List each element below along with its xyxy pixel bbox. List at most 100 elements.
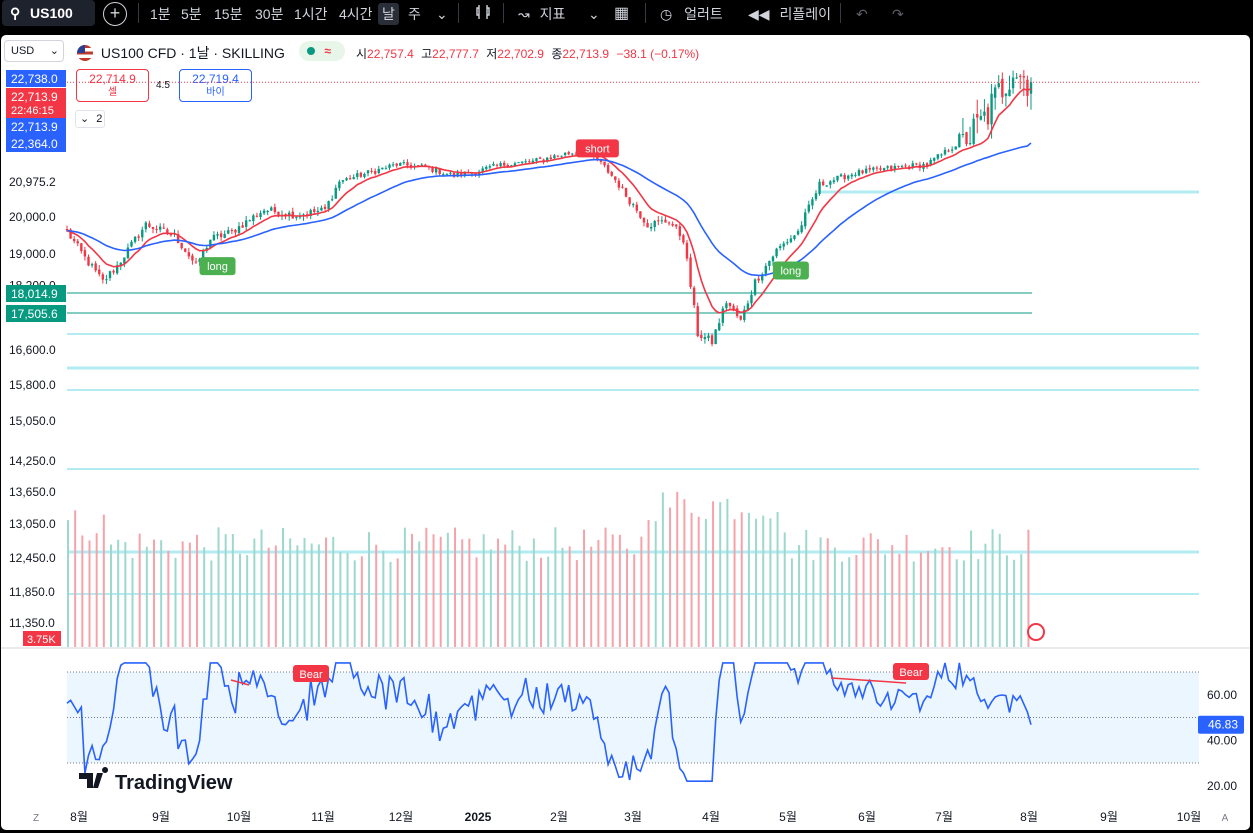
volume-bar <box>160 540 163 647</box>
candle-body <box>804 212 807 227</box>
interval-0[interactable]: 1분 <box>150 6 171 22</box>
price-axis-label: 13,050.0 <box>9 517 56 531</box>
indicators-button[interactable]: ↝ 지표 <box>514 3 569 25</box>
candle-body <box>761 274 764 281</box>
interval-1[interactable]: 5분 <box>181 6 202 22</box>
volume-bar <box>812 560 815 647</box>
candle-body <box>223 233 226 238</box>
candle-body <box>639 211 642 218</box>
candle-body <box>399 162 402 166</box>
buy-button[interactable]: 22,719.4 바이 <box>179 69 252 102</box>
us-flag-icon <box>77 45 93 61</box>
candle-body <box>700 334 703 338</box>
undo-icon[interactable]: ↶ <box>856 6 868 22</box>
candle-body <box>904 165 907 167</box>
volume-bar <box>511 530 514 647</box>
price-axis-label: 14,250.0 <box>9 454 56 468</box>
price-chart[interactable]: long short long Bear Bear 60.00 40.00 20.00 46.8… <box>1 35 1251 831</box>
indicators-dropdown-icon[interactable]: ⌄ <box>588 6 600 22</box>
candle-body <box>900 166 904 168</box>
volume-bar <box>747 512 750 647</box>
interval-6[interactable]: 날 <box>378 3 399 25</box>
candle-body <box>897 165 900 167</box>
candle-body <box>194 261 198 263</box>
rsi-line <box>66 662 1032 782</box>
volume-bar <box>762 515 765 647</box>
volume-bar <box>203 547 206 647</box>
volume-bar <box>984 543 987 647</box>
alert-button[interactable]: ◷ 얼러트 <box>656 3 727 25</box>
candle-body <box>635 204 638 211</box>
candle-body <box>771 256 775 262</box>
candle-body <box>65 229 69 231</box>
candle-body <box>542 159 545 162</box>
volume-bar <box>332 536 335 647</box>
volume-bar <box>626 548 629 647</box>
candle-body <box>359 172 363 177</box>
volume-bar <box>368 532 371 647</box>
candle-body <box>911 163 914 168</box>
time-axis-label: 6월 <box>858 810 876 824</box>
candle-body <box>721 308 725 323</box>
signal-label-bg <box>575 139 619 158</box>
candle-body <box>610 171 613 176</box>
add-symbol-button[interactable]: + <box>103 2 127 26</box>
interval-5[interactable]: 4시간 <box>339 6 373 22</box>
candle-body <box>83 250 87 257</box>
candle-body <box>649 226 653 229</box>
candle-body <box>434 167 438 173</box>
volume-bar <box>346 552 349 647</box>
time-axis-label: 4월 <box>702 810 720 824</box>
interval-4[interactable]: 1시간 <box>294 6 328 22</box>
candle-body <box>825 185 828 187</box>
candle-body <box>657 220 660 222</box>
volume-bar <box>81 535 84 647</box>
candles <box>65 70 1033 347</box>
collapse-indicators-button[interactable]: ⌄ 2 <box>75 110 105 128</box>
candle-body <box>875 167 879 169</box>
volume-bar <box>1005 555 1008 647</box>
bear-divergence-line <box>830 677 907 684</box>
candle-body <box>169 234 173 236</box>
auto-scale-button[interactable]: A <box>1222 813 1229 824</box>
candle-body <box>628 197 631 205</box>
layout-grid-icon[interactable]: ▦ <box>614 5 630 22</box>
ohlc-readout: 시22,757.4 고22,777.7 저22,702.9 종22,713.9 … <box>356 45 699 62</box>
volume-bar <box>891 545 894 647</box>
interval-2[interactable]: 15분 <box>214 6 243 22</box>
price-axis-label: 13,650.0 <box>9 485 56 499</box>
candle-body <box>868 167 871 170</box>
candle-type-icon[interactable] <box>470 3 496 25</box>
economic-event-flag-icon[interactable] <box>1027 623 1045 641</box>
candle-body <box>463 171 466 176</box>
price-tag: 22,738.0 <box>11 72 58 86</box>
volume-bar <box>941 547 944 647</box>
ema-slow-line <box>66 142 1032 277</box>
volume-bar <box>876 539 879 647</box>
candle-body <box>252 215 255 221</box>
candle-body <box>617 180 621 188</box>
status-dot-icon <box>307 47 315 55</box>
volume-bar <box>518 545 521 647</box>
interval-dropdown-chevron-icon[interactable]: ⌄ <box>436 6 448 22</box>
symbol-search[interactable]: ⚲ US100 <box>2 0 95 26</box>
timezone-button[interactable]: Z <box>33 813 39 824</box>
interval-7[interactable]: 주 <box>408 6 421 22</box>
candle-body <box>133 236 137 242</box>
replay-button[interactable]: ◀◀ 리플레이 <box>744 3 835 25</box>
symbol-title[interactable]: US100 CFD · 1날 · SKILLING <box>77 43 285 63</box>
candle-body <box>735 308 739 317</box>
redo-icon[interactable]: ↷ <box>892 6 904 22</box>
currency-select[interactable]: USD ⌄ <box>4 40 64 62</box>
candle-body <box>571 153 574 155</box>
collapse-count: 2 <box>96 113 103 125</box>
search-icon: ⚲ <box>10 5 21 21</box>
candle-body <box>879 168 882 170</box>
volume-bar <box>461 539 464 647</box>
candle-body <box>556 155 560 157</box>
volume-bar <box>568 546 571 647</box>
candle-body <box>370 170 373 172</box>
candle-body <box>316 210 320 213</box>
interval-3[interactable]: 30분 <box>255 6 284 22</box>
candle-body <box>710 335 714 345</box>
